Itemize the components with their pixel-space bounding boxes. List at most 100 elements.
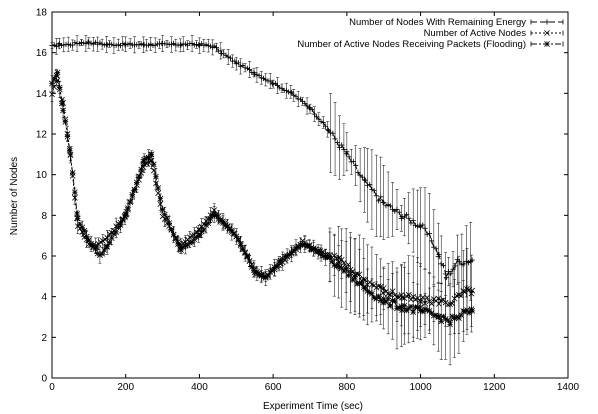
- data-point: [306, 104, 312, 111]
- data-point: [325, 126, 331, 132]
- data-point: [335, 259, 342, 266]
- data-point: [424, 294, 431, 301]
- marker-stroke: [83, 233, 90, 240]
- legend: Number of Nodes With Remaining EnergyNum…: [297, 17, 564, 50]
- marker-stroke: [119, 217, 126, 223]
- data-point: [254, 72, 260, 78]
- data-point: [56, 84, 63, 91]
- marker-stroke: [125, 205, 131, 211]
- data-point: [71, 189, 78, 196]
- data-point: [213, 44, 219, 51]
- data-point: [334, 139, 340, 146]
- data-point: [469, 308, 476, 314]
- marker-stroke: [447, 321, 453, 328]
- data-point: [205, 43, 211, 49]
- marker-stroke: [211, 211, 218, 218]
- marker-stroke: [399, 294, 406, 301]
- data-point: [178, 42, 184, 48]
- marker-stroke: [349, 277, 356, 283]
- marker-stroke: [189, 239, 195, 246]
- marker-stroke: [150, 161, 157, 168]
- marker-stroke: [148, 151, 155, 158]
- data-point: [339, 142, 345, 148]
- data-point: [345, 261, 352, 268]
- data-point: [362, 177, 368, 183]
- marker-stroke: [54, 77, 61, 84]
- marker-stroke: [417, 307, 424, 314]
- data-point: [297, 96, 304, 102]
- data-point: [175, 241, 181, 247]
- data-point: [172, 235, 179, 242]
- data-point: [367, 181, 373, 188]
- marker-stroke: [79, 224, 86, 231]
- marker-stroke: [224, 223, 231, 230]
- marker-stroke: [428, 300, 435, 307]
- marker-stroke: [442, 316, 449, 322]
- data-point: [256, 72, 262, 79]
- data-point: [422, 225, 428, 231]
- axes-group: 0 200 400 600 800 1000 1200 1400 0 2 4 6 8 10 12 14 16 18: [36, 8, 580, 394]
- data-point: [327, 254, 333, 260]
- marker-stroke: [51, 83, 58, 90]
- data-point: [157, 195, 164, 202]
- marker-stroke: [127, 199, 134, 205]
- marker-stroke: [104, 243, 111, 250]
- marker-stroke: [324, 254, 331, 261]
- marker-stroke: [456, 315, 462, 321]
- data-point: [258, 75, 264, 81]
- series-3: [49, 68, 476, 366]
- marker-stroke: [246, 258, 253, 264]
- marker-stroke: [444, 301, 451, 308]
- marker-stroke: [94, 250, 101, 257]
- data-point: [410, 309, 417, 315]
- marker-stroke: [347, 269, 354, 276]
- data-point: [77, 221, 83, 228]
- marker-stroke: [155, 185, 162, 191]
- data-point: [263, 77, 269, 83]
- marker-stroke: [49, 80, 55, 87]
- data-point: [138, 166, 145, 173]
- data-point: [49, 80, 55, 87]
- data-point: [115, 42, 121, 48]
- data-point: [71, 194, 78, 201]
- marker-stroke: [122, 211, 129, 218]
- marker-stroke: [260, 274, 267, 280]
- data-point: [333, 255, 340, 262]
- data-point: [51, 75, 58, 82]
- marker-stroke: [380, 290, 386, 296]
- data-point: [54, 69, 61, 76]
- marker-stroke: [401, 302, 408, 309]
- series-1: [49, 35, 475, 301]
- marker-stroke: [92, 246, 99, 252]
- marker-stroke: [99, 250, 106, 257]
- legend-item-3: Number of Active Nodes Receiving Packets…: [297, 39, 564, 50]
- marker-stroke: [133, 179, 140, 186]
- data-point: [389, 297, 396, 304]
- data-point: [417, 224, 424, 230]
- data-point: [246, 258, 253, 264]
- data-point: [314, 114, 320, 120]
- data-point: [244, 65, 250, 71]
- data-point: [387, 303, 394, 309]
- data-point: [447, 321, 453, 328]
- data-point: [85, 39, 91, 45]
- data-point: [189, 239, 195, 246]
- legend-label: Number of Active Nodes: [424, 28, 527, 39]
- data-point: [225, 54, 231, 60]
- data-point: [97, 252, 103, 258]
- y-tick-label: 8: [41, 211, 47, 222]
- data-point: [233, 61, 239, 67]
- data-point: [238, 63, 244, 70]
- data-point: [338, 265, 345, 271]
- marker-stroke: [335, 259, 342, 266]
- data-point: [401, 214, 407, 220]
- data-point: [322, 123, 329, 129]
- data-point: [355, 169, 361, 175]
- marker-stroke: [77, 221, 83, 228]
- data-point: [242, 65, 248, 71]
- data-point: [295, 244, 302, 251]
- marker-stroke: [74, 215, 81, 222]
- data-point: [302, 100, 308, 106]
